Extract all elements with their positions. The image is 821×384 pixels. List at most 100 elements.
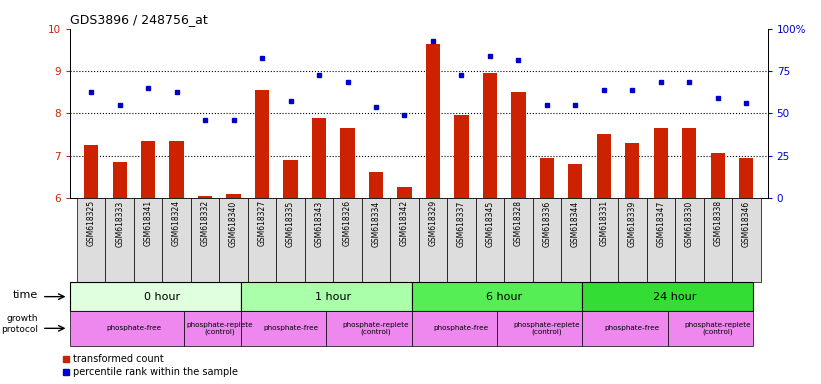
Text: GSM618330: GSM618330 [685, 200, 694, 247]
Bar [419, 198, 447, 282]
Bar [341, 128, 355, 198]
Bar [70, 311, 184, 346]
Text: phosphate-replete
(control): phosphate-replete (control) [186, 321, 253, 335]
Text: GSM618335: GSM618335 [286, 200, 295, 247]
Bar [77, 198, 105, 282]
Bar [312, 118, 326, 198]
Text: GSM618337: GSM618337 [457, 200, 466, 247]
Bar [141, 141, 155, 198]
Text: GSM618328: GSM618328 [514, 200, 523, 246]
Bar [668, 311, 754, 346]
Bar [198, 196, 212, 198]
Bar [582, 282, 754, 311]
Text: growth protocol: growth protocol [2, 314, 39, 334]
Bar [597, 134, 611, 198]
Text: GSM618347: GSM618347 [656, 200, 665, 247]
Bar [227, 194, 241, 198]
Bar [647, 198, 675, 282]
Bar [255, 90, 269, 198]
Bar [732, 198, 760, 282]
Text: 24 hour: 24 hour [654, 291, 697, 302]
Bar [333, 198, 362, 282]
Text: GSM618331: GSM618331 [599, 200, 608, 247]
Text: GSM618340: GSM618340 [229, 200, 238, 247]
Text: phosphate-free: phosphate-free [433, 325, 489, 331]
Legend: transformed count, percentile rank within the sample: transformed count, percentile rank withi… [58, 351, 241, 381]
Bar [411, 311, 497, 346]
Bar [112, 162, 126, 198]
Text: GSM618346: GSM618346 [741, 200, 750, 247]
Bar [626, 143, 640, 198]
Bar [248, 198, 277, 282]
Text: phosphate-free: phosphate-free [106, 325, 162, 331]
Bar [568, 164, 582, 198]
Bar [618, 198, 647, 282]
Text: phosphate-replete
(control): phosphate-replete (control) [685, 321, 751, 335]
Bar [134, 198, 163, 282]
Bar [447, 198, 475, 282]
Text: GSM618332: GSM618332 [200, 200, 209, 247]
Bar [163, 198, 190, 282]
Text: GSM618338: GSM618338 [713, 200, 722, 247]
Bar [369, 172, 383, 198]
Bar [219, 198, 248, 282]
Bar [84, 145, 99, 198]
Text: GSM618344: GSM618344 [571, 200, 580, 247]
Bar [561, 198, 589, 282]
Bar [533, 198, 561, 282]
Text: 6 hour: 6 hour [486, 291, 522, 302]
Bar [390, 198, 419, 282]
Bar [397, 187, 411, 198]
Bar [305, 198, 333, 282]
Bar [70, 282, 241, 311]
Text: GDS3896 / 248756_at: GDS3896 / 248756_at [70, 13, 208, 26]
Text: GSM618345: GSM618345 [485, 200, 494, 247]
Bar [497, 311, 582, 346]
Text: phosphate-replete
(control): phosphate-replete (control) [514, 321, 580, 335]
Bar [475, 198, 504, 282]
Bar [682, 128, 696, 198]
Bar [277, 198, 305, 282]
Bar [483, 73, 497, 198]
Bar [426, 43, 440, 198]
Text: phosphate-free: phosphate-free [263, 325, 318, 331]
Text: GSM618343: GSM618343 [314, 200, 323, 247]
Text: phosphate-free: phosphate-free [605, 325, 660, 331]
Text: GSM618333: GSM618333 [115, 200, 124, 247]
Text: GSM618336: GSM618336 [543, 200, 552, 247]
Text: GSM618342: GSM618342 [400, 200, 409, 247]
Text: GSM618327: GSM618327 [258, 200, 267, 247]
Text: GSM618341: GSM618341 [144, 200, 153, 247]
Bar [362, 198, 390, 282]
Text: GSM618334: GSM618334 [371, 200, 380, 247]
Text: GSM618326: GSM618326 [343, 200, 352, 247]
Bar [169, 141, 184, 198]
Bar [539, 157, 554, 198]
Bar [504, 198, 533, 282]
Bar [739, 157, 754, 198]
Bar [711, 153, 725, 198]
Bar [326, 311, 411, 346]
Bar [105, 198, 134, 282]
Bar [454, 115, 469, 198]
Bar [704, 198, 732, 282]
Bar [654, 128, 668, 198]
Text: GSM618324: GSM618324 [172, 200, 181, 247]
Bar [184, 311, 241, 346]
Text: GSM618339: GSM618339 [628, 200, 637, 247]
Text: time: time [13, 290, 39, 300]
Bar [283, 160, 298, 198]
Bar [241, 311, 326, 346]
Bar [582, 311, 668, 346]
Text: GSM618325: GSM618325 [87, 200, 96, 247]
Text: 0 hour: 0 hour [144, 291, 181, 302]
Bar [241, 282, 411, 311]
Bar [190, 198, 219, 282]
Text: 1 hour: 1 hour [315, 291, 351, 302]
Text: GSM618329: GSM618329 [429, 200, 438, 247]
Bar [511, 92, 525, 198]
Bar [589, 198, 618, 282]
Text: phosphate-replete
(control): phosphate-replete (control) [342, 321, 410, 335]
Bar [411, 282, 582, 311]
Bar [675, 198, 704, 282]
